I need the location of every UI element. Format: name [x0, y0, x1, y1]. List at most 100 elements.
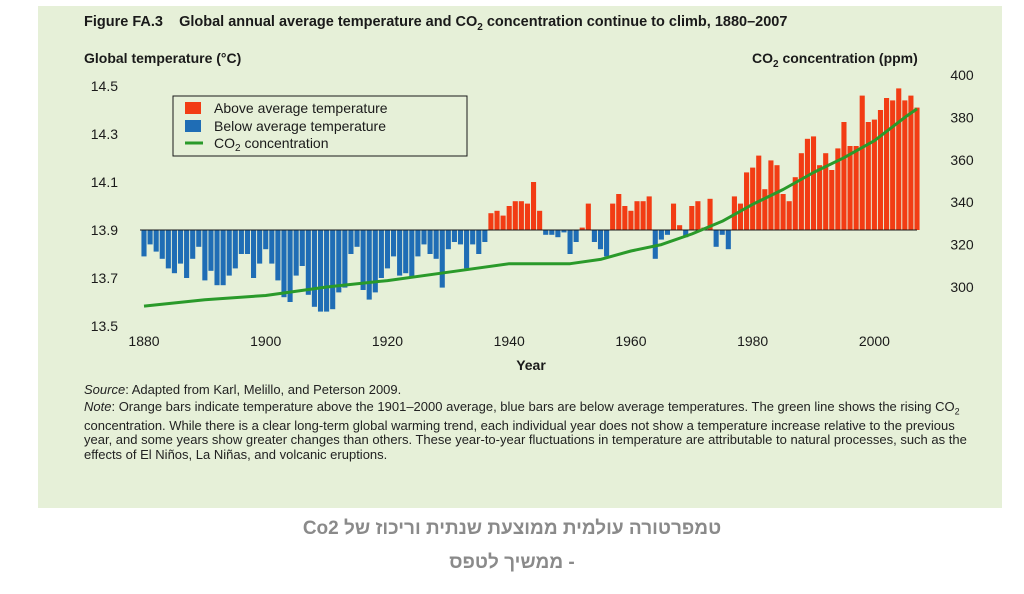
temperature-bar-1968: [677, 225, 683, 230]
temperature-bar-1988: [798, 153, 804, 230]
y2-tick-label: 380: [950, 109, 974, 125]
temperature-bar-1901: [269, 230, 275, 264]
temperature-bar-2000: [871, 119, 877, 230]
temperature-bar-1884: [165, 230, 171, 269]
temperature-bar-1922: [397, 230, 403, 276]
temperature-bar-1987: [792, 177, 798, 230]
temperature-bar-1894: [226, 230, 232, 276]
temperature-bar-1944: [530, 182, 537, 230]
figure-title-end: concentration continue to climb, 1880–20…: [482, 14, 788, 30]
temperature-bar-2005: [902, 100, 908, 231]
right-axis-title: CO2 concentration (ppm): [752, 50, 918, 70]
temperature-bar-1991: [817, 165, 823, 230]
temperature-bar-1998: [859, 95, 865, 230]
temperature-bar-1881: [147, 230, 153, 245]
temperature-bar-1890: [202, 230, 208, 281]
temperature-bar-1912: [336, 230, 342, 293]
left-axis-ticks: 13.5 13.7 13.9 14.1 14.3 14.5: [91, 78, 118, 334]
temperature-bar-1925: [415, 230, 421, 257]
temperature-bar-1892: [214, 230, 220, 286]
temperature-bar-1940: [506, 206, 512, 230]
caption-line-2: - ממשיך לטפס: [449, 552, 575, 573]
legend-label-above: Above average temperature: [214, 100, 388, 116]
temperature-bar-1974: [713, 230, 719, 247]
temperature-bar-1985: [780, 194, 786, 230]
temperature-bar-1952: [579, 227, 585, 230]
legend-box: [172, 95, 468, 157]
x-tick-label: 1920: [372, 333, 403, 349]
footnote: Source: Adapted from Karl, Melillo, and …: [84, 382, 984, 462]
temperature-bar-1969: [683, 230, 689, 238]
source-text: : Adapted from Karl, Melillo, and Peters…: [125, 382, 402, 397]
temperature-bar-1933: [464, 230, 470, 269]
legend: Above average temperature Below average …: [172, 95, 468, 157]
source-label: Source: [84, 382, 126, 397]
y-tick-label: 14.3: [91, 126, 118, 142]
figure-title-sub: 2: [477, 21, 483, 33]
temperature-bar-1934: [470, 230, 476, 245]
temperature-bar-1960: [628, 210, 634, 230]
temperature-bar-1996: [847, 146, 853, 230]
figure-title: Figure FA.3 Global annual average temper…: [84, 14, 787, 33]
y-tick-label: 14.1: [91, 174, 118, 190]
temperature-bar-1911: [330, 230, 336, 310]
temperature-bar-1993: [829, 170, 835, 230]
temperature-bar-1914: [348, 230, 354, 254]
temperature-bar-1885: [171, 230, 177, 274]
temperature-bar-1994: [835, 148, 841, 230]
temperature-bar-1973: [707, 198, 713, 230]
y2-tick-label: 340: [950, 194, 974, 210]
temperature-bar-1990: [810, 136, 817, 230]
temperature-bar-1924: [409, 230, 415, 278]
temperature-bar-1910: [324, 230, 330, 312]
right-axis-title-sub: 2: [773, 58, 779, 70]
temperature-bar-1928: [433, 230, 439, 259]
temperature-bar-1955: [597, 230, 604, 250]
temperature-bar-1979: [744, 172, 750, 230]
legend-co2-sub: 2: [235, 143, 241, 154]
temperature-bar-1980: [750, 167, 756, 230]
temperature-bar-1975: [719, 230, 725, 235]
temperature-bar-1896: [238, 230, 244, 254]
temperature-bar-1971: [695, 201, 701, 230]
temperature-bar-1916: [360, 230, 366, 290]
right-axis-title-text: CO: [752, 50, 773, 66]
temperature-bar-1965: [658, 230, 664, 240]
right-axis-ticks: 300 320 340 360 380 400: [950, 67, 974, 295]
temperature-bar-1939: [500, 215, 506, 230]
co2-line: [143, 107, 918, 308]
y2-tick-label: 320: [950, 237, 974, 253]
temperature-bar-1903: [281, 230, 287, 298]
temperature-bar-2006: [908, 95, 914, 230]
left-axis-title: Global temperature (°C): [84, 50, 242, 66]
temperature-bar-1923: [403, 230, 409, 274]
temperature-bar-1976: [725, 230, 731, 250]
temperature-bar-1999: [865, 122, 871, 230]
temperature-bar-1895: [232, 230, 238, 269]
y-tick-label: 14.5: [91, 78, 118, 94]
caption-line-1: טמפרטורה עולמית ממוצעת שנתית וריכוז של C…: [302, 518, 722, 539]
temperature-bar-1957: [610, 203, 616, 230]
temperature-bar-1962: [640, 201, 646, 230]
temperature-bar-2001: [877, 110, 884, 230]
temperature-bar-2003: [890, 100, 896, 231]
source-line: Source: Adapted from Karl, Melillo, and …: [84, 382, 984, 398]
note-label: Note: [84, 398, 112, 414]
temperature-bar-1905: [293, 230, 299, 276]
temperature-bar-1883: [159, 230, 165, 259]
temperature-bars: [141, 88, 920, 312]
temperature-bar-1927: [427, 230, 433, 254]
x-tick-label: 1900: [250, 333, 281, 349]
temperature-bar-1917: [366, 230, 372, 300]
legend-swatch-above: [185, 102, 201, 114]
temperature-bar-1992: [823, 153, 829, 230]
temperature-bar-1904: [287, 230, 293, 302]
temperature-bar-1929: [439, 230, 445, 288]
temperature-bar-1898: [251, 230, 257, 278]
x-tick-label: 1940: [494, 333, 525, 349]
x-tick-label: 1880: [128, 333, 159, 349]
temperature-bar-1909: [317, 230, 324, 312]
temperature-bar-1899: [257, 230, 263, 264]
temperature-bar-1930: [445, 230, 451, 250]
